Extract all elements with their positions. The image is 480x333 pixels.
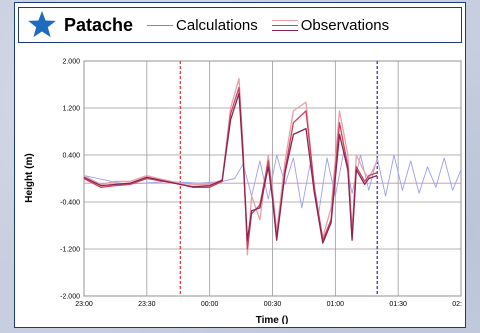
x-tick-label: 23:00 bbox=[75, 301, 93, 308]
y-tick-labels: 2.000 1.200 0.400 -0.400 -1.200 -2.000 bbox=[60, 59, 80, 301]
star-icon bbox=[28, 11, 56, 38]
x-tick-label: 00:30 bbox=[264, 301, 282, 308]
y-tick-label: 2.000 bbox=[62, 59, 80, 66]
series-line bbox=[83, 151, 462, 215]
series-line bbox=[83, 92, 378, 244]
legend-item-observations[interactable]: Observations bbox=[271, 16, 390, 34]
x-tick-label: 23:30 bbox=[138, 301, 156, 308]
x-tick-label: 01:30 bbox=[389, 301, 407, 308]
legend-label-calculations: Calculations bbox=[176, 16, 258, 34]
legend-bar: Patache Calculations Observations bbox=[18, 7, 462, 43]
x-tick-labels: 23:00 23:30 00:00 00:30 01:00 01:30 02:00 bbox=[75, 301, 462, 308]
x-axis-title: Time () bbox=[256, 315, 289, 324]
station-name: Patache bbox=[64, 14, 134, 35]
y-tick-label: 1.200 bbox=[62, 106, 80, 113]
y-tick-label: -0.400 bbox=[60, 200, 80, 207]
x-tick-label: 01:00 bbox=[327, 301, 345, 308]
y-tick-label: 0.400 bbox=[62, 153, 80, 160]
legend-item-calculations[interactable]: Calculations bbox=[147, 17, 258, 34]
y-tick-label: -1.200 bbox=[60, 247, 80, 254]
legend-label-observations: Observations bbox=[300, 16, 390, 34]
series-lines bbox=[83, 77, 462, 256]
y-axis-title: Height (m) bbox=[24, 153, 35, 202]
x-tick-label: 00:00 bbox=[201, 301, 219, 308]
x-tick-label: 02:00 bbox=[452, 301, 462, 308]
calculations-swatch bbox=[147, 17, 174, 33]
y-tick-label: -2.000 bbox=[60, 294, 80, 301]
observations-swatch bbox=[271, 17, 298, 33]
